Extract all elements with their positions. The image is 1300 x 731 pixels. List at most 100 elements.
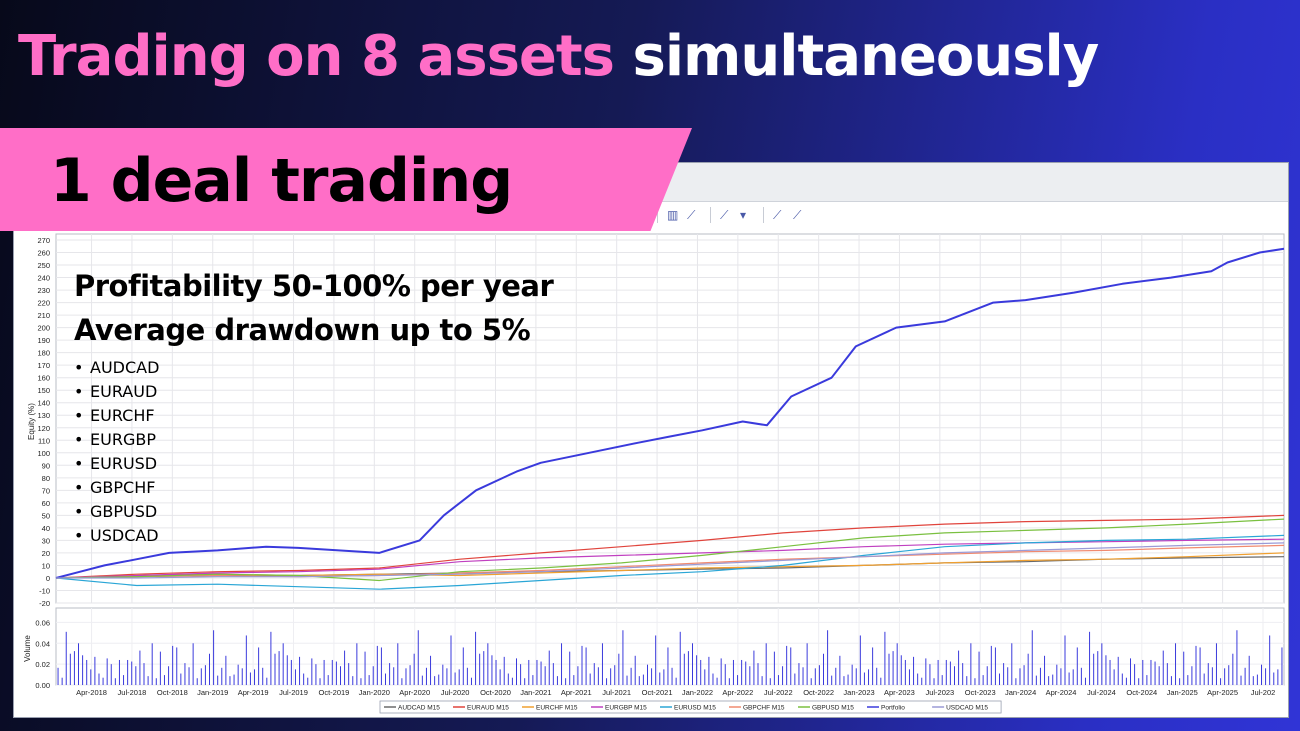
bullet-icon: • — [74, 502, 84, 521]
series-line — [55, 544, 1285, 579]
banner — [0, 128, 692, 231]
volume-tick-label: 0.02 — [35, 660, 50, 669]
colored-lines-icon[interactable]: ⟋ — [793, 208, 802, 222]
x-tick-label: Jan-2022 — [682, 688, 713, 697]
volume-plot-area — [55, 607, 1285, 686]
equity-tick-label: 50 — [42, 511, 50, 520]
equity-tick-label: 120 — [37, 424, 50, 433]
equity-tick-label: 0 — [46, 574, 50, 583]
legend-label: USDCAD M15 — [946, 705, 988, 712]
legend-label: EURGBP M15 — [605, 705, 647, 712]
asset-list: • AUDCAD • EURAUD • EURCHF • EURGBP • EURUSD • GBPC… — [74, 356, 553, 548]
equity-tick-label: 140 — [37, 399, 50, 408]
equity-tick-label: 80 — [42, 474, 50, 483]
volume-tick-label: 0.04 — [35, 639, 50, 648]
asset-label: USDCAD — [90, 526, 159, 545]
overlay-text: Profitability 50-100% per year Average d… — [74, 264, 554, 548]
asset-label: EURGBP — [90, 430, 156, 449]
asset-item: • GBPUSD — [74, 500, 553, 524]
equity-tick-label: -10 — [39, 586, 50, 595]
series-line — [55, 538, 1285, 579]
equity-tick-label: 90 — [42, 461, 50, 470]
asset-item: • AUDCAD — [74, 356, 553, 380]
x-tick-label: Oct-2020 — [480, 688, 511, 697]
legend-label: EURAUD M15 — [467, 705, 509, 712]
asset-item: • EURAUD — [74, 380, 553, 404]
equity-tick-label: 220 — [37, 299, 50, 308]
legend-label: Portfolio — [881, 705, 905, 712]
x-tick-label: Oct-2021 — [642, 688, 673, 697]
asset-label: EURUSD — [90, 454, 158, 473]
toolbar-divider — [710, 207, 711, 223]
asset-label: AUDCAD — [90, 358, 160, 377]
toolbar-divider — [763, 207, 764, 223]
page-title: Trading on 8 assets simultaneously — [18, 14, 1099, 100]
series-line — [55, 247, 1285, 579]
legend-label: GBPUSD M15 — [812, 705, 854, 712]
x-tick-label: Apr-2024 — [1046, 688, 1077, 697]
equity-axis-label: Equity (%) — [27, 403, 36, 440]
bar-chart-icon[interactable]: ▥ — [667, 208, 679, 222]
x-tick-label: Jul-2024 — [1087, 688, 1116, 697]
equity-tick-label: 30 — [42, 536, 50, 545]
x-tick-label: Jul-2020 — [441, 688, 470, 697]
x-tick-label: Jul-202 — [1251, 688, 1276, 697]
x-tick-label: Oct-2018 — [157, 688, 188, 697]
equity-tick-label: 230 — [37, 286, 50, 295]
legend-label: GBPCHF M15 — [743, 705, 785, 712]
bullet-icon: • — [74, 430, 84, 449]
equity-tick-label: 210 — [37, 311, 50, 320]
series-line — [55, 514, 1285, 579]
bullet-icon: • — [74, 358, 84, 377]
profitability-text: Profitability 50-100% per year — [74, 269, 554, 303]
bullet-icon: • — [74, 382, 84, 401]
equity-tick-label: 110 — [38, 436, 50, 445]
x-tick-label: Apr-2022 — [722, 688, 753, 697]
equity-tick-label: 260 — [37, 249, 50, 258]
multi-line-icon[interactable]: ⟋ — [773, 208, 782, 222]
volume-axis-label: Volume — [23, 635, 32, 662]
asset-label: EURCHF — [90, 406, 155, 425]
legend-label: EURUSD M15 — [674, 705, 716, 712]
equity-tick-label: 10 — [42, 561, 50, 570]
equity-tick-label: 70 — [42, 486, 50, 495]
equity-tick-label: 150 — [37, 386, 50, 395]
equity-tick-label: -20 — [39, 599, 50, 608]
asset-item: • EURCHF — [74, 404, 553, 428]
x-tick-label: Oct-2022 — [803, 688, 834, 697]
x-tick-label: Jan-2020 — [359, 688, 390, 697]
asset-label: EURAUD — [90, 382, 158, 401]
equity-tick-label: 170 — [37, 361, 50, 370]
chart-type-icon[interactable]: ⟋ — [720, 208, 729, 222]
x-tick-label: Jan-2025 — [1167, 688, 1198, 697]
title-highlight: Trading on 8 assets — [18, 24, 615, 89]
asset-label: GBPCHF — [90, 478, 156, 497]
x-tick-label: Jul-2019 — [279, 688, 308, 697]
equity-tick-label: 20 — [42, 549, 50, 558]
equity-tick-label: 40 — [42, 524, 50, 533]
asset-item: • USDCAD — [74, 524, 553, 548]
x-tick-label: Jan-2019 — [197, 688, 228, 697]
chevron-down-icon[interactable]: ▾ — [740, 208, 747, 222]
equity-tick-label: 250 — [37, 261, 50, 270]
bullet-icon: • — [74, 454, 84, 473]
equity-tick-label: 60 — [42, 499, 50, 508]
bullet-icon: • — [74, 478, 84, 497]
line-chart-icon[interactable]: ⟋ — [687, 208, 696, 222]
volume-tick-label: 0.00 — [35, 681, 50, 690]
drawdown-text: Average drawdown up to 5% — [74, 313, 531, 347]
equity-tick-label: 100 — [37, 449, 50, 458]
x-tick-label: Apr-2020 — [399, 688, 430, 697]
equity-tick-label: 160 — [37, 374, 50, 383]
bullet-icon: • — [74, 526, 84, 545]
equity-tick-label: 240 — [37, 274, 50, 283]
equity-tick-label: 270 — [37, 236, 50, 245]
asset-item: • GBPCHF — [74, 476, 553, 500]
x-tick-label: Oct-2023 — [965, 688, 996, 697]
x-tick-label: Oct-2019 — [318, 688, 349, 697]
equity-tick-label: 180 — [37, 349, 50, 358]
x-tick-label: Apr-2019 — [238, 688, 269, 697]
x-tick-label: Oct-2024 — [1126, 688, 1157, 697]
x-tick-label: Jan-2023 — [843, 688, 874, 697]
